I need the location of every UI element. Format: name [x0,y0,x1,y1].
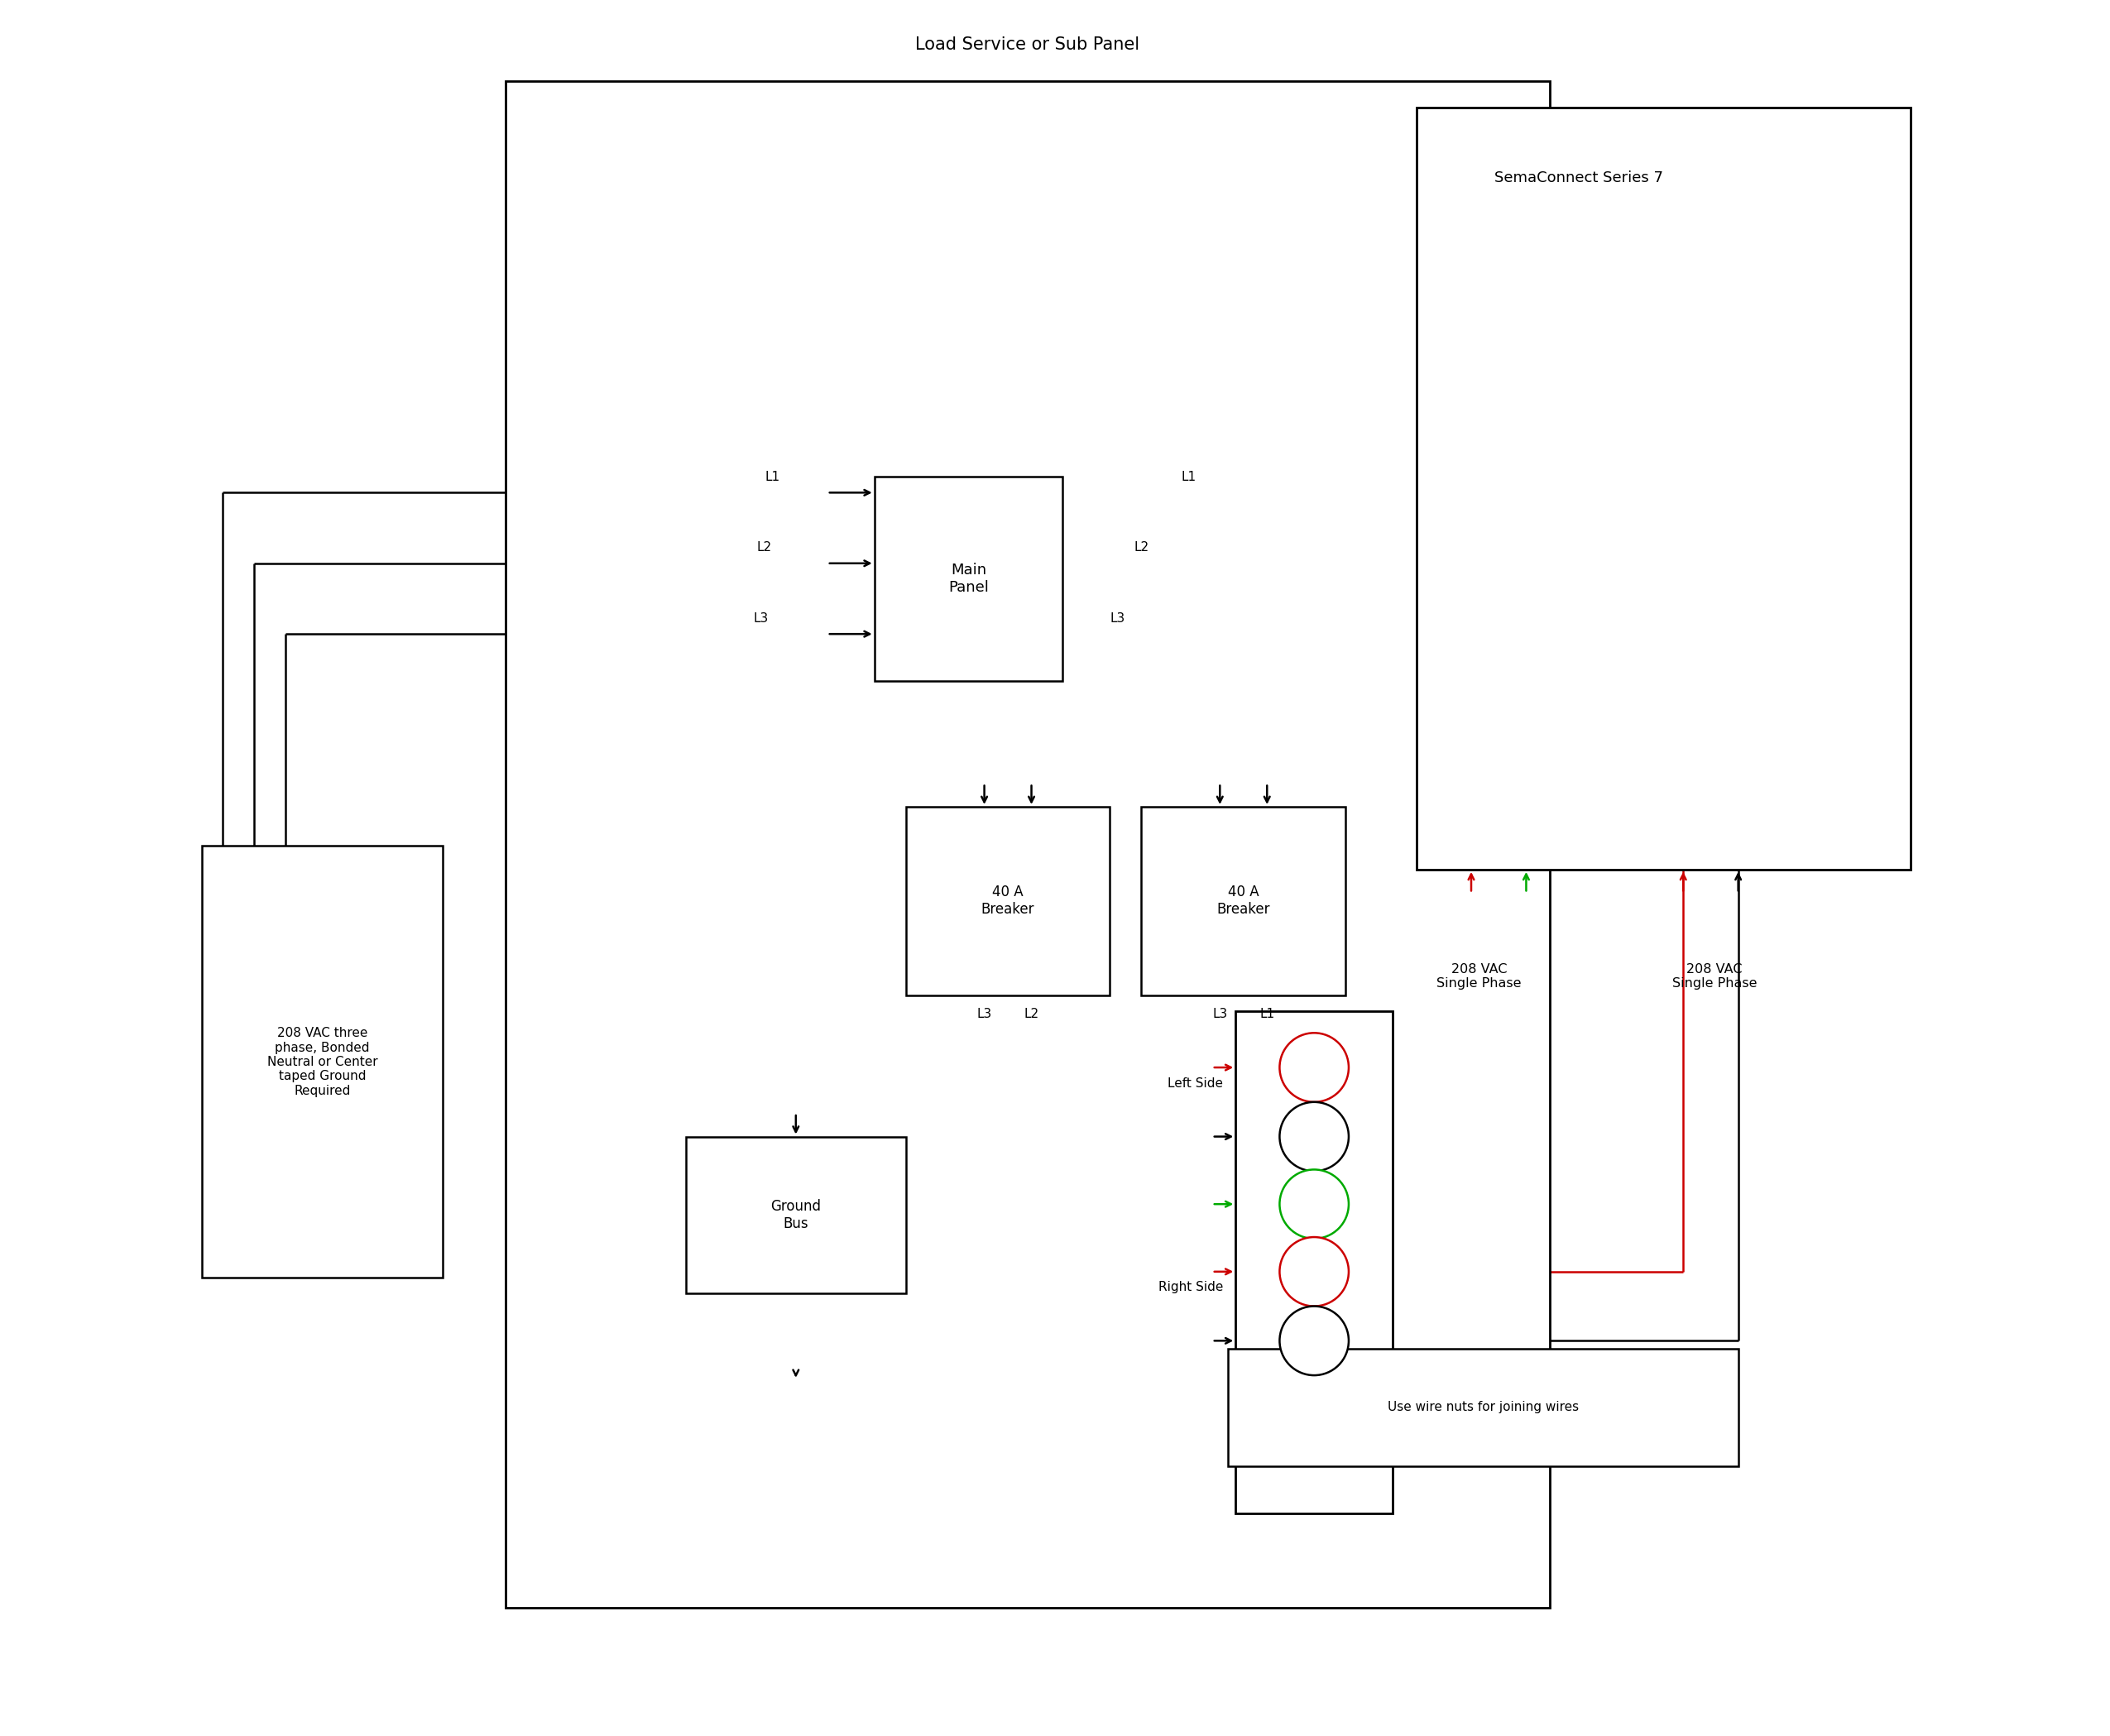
Bar [1416,108,1912,870]
Text: L1: L1 [1182,470,1196,483]
Text: SemaConnect Series 7: SemaConnect Series 7 [1494,170,1663,186]
Text: Left Side: Left Side [1167,1076,1224,1090]
Bar [905,807,1110,995]
Text: Ground
Bus: Ground Bus [770,1200,821,1231]
Bar [203,845,443,1278]
Bar [504,82,1549,1608]
Text: Use wire nuts for joining wires: Use wire nuts for joining wires [1388,1401,1578,1413]
Circle shape [1279,1102,1348,1172]
Text: L2: L2 [1023,1009,1038,1021]
Text: Main
Panel: Main Panel [947,562,990,595]
Text: 208 VAC three
phase, Bonded
Neutral or Center
taped Ground
Required: 208 VAC three phase, Bonded Neutral or C… [268,1028,378,1097]
Text: L2: L2 [757,542,772,554]
Bar [1228,1349,1739,1467]
Text: 208 VAC
Single Phase: 208 VAC Single Phase [1437,963,1521,990]
Bar [874,477,1063,681]
Text: L2: L2 [1133,542,1148,554]
Circle shape [1279,1033,1348,1102]
Text: L3: L3 [1213,1009,1228,1021]
Text: Right Side: Right Side [1158,1281,1224,1293]
Text: L1: L1 [1260,1009,1274,1021]
Text: L1: L1 [764,470,781,483]
Bar [686,1137,905,1293]
Text: L3: L3 [977,1009,992,1021]
Text: 208 VAC
Single Phase: 208 VAC Single Phase [1673,963,1758,990]
Circle shape [1279,1170,1348,1240]
Text: 40 A
Breaker: 40 A Breaker [1217,885,1270,917]
Text: Load Service or Sub Panel: Load Service or Sub Panel [916,36,1139,52]
Bar [1236,1010,1393,1514]
Text: L3: L3 [753,613,768,625]
Bar [1142,807,1346,995]
Text: 40 A
Breaker: 40 A Breaker [981,885,1034,917]
Circle shape [1279,1305,1348,1375]
Text: L3: L3 [1110,613,1125,625]
Circle shape [1279,1238,1348,1305]
